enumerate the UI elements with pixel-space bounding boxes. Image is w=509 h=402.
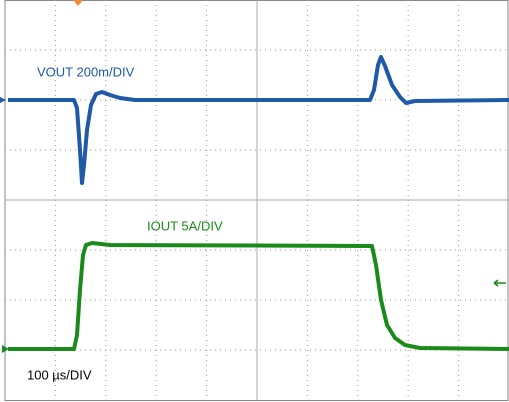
vout-label: VOUT 200m/DIV — [37, 64, 135, 79]
trigger-marker — [73, 0, 83, 6]
iout-trace — [8, 241, 509, 351]
ch1-marker — [0, 97, 6, 103]
trigger-level — [493, 279, 506, 287]
ch2-marker — [2, 345, 9, 353]
timebase-label: 100 µs/DIV — [27, 367, 92, 382]
iout-label: IOUT 5A/DIV — [147, 218, 223, 233]
vout-trace — [8, 55, 509, 185]
